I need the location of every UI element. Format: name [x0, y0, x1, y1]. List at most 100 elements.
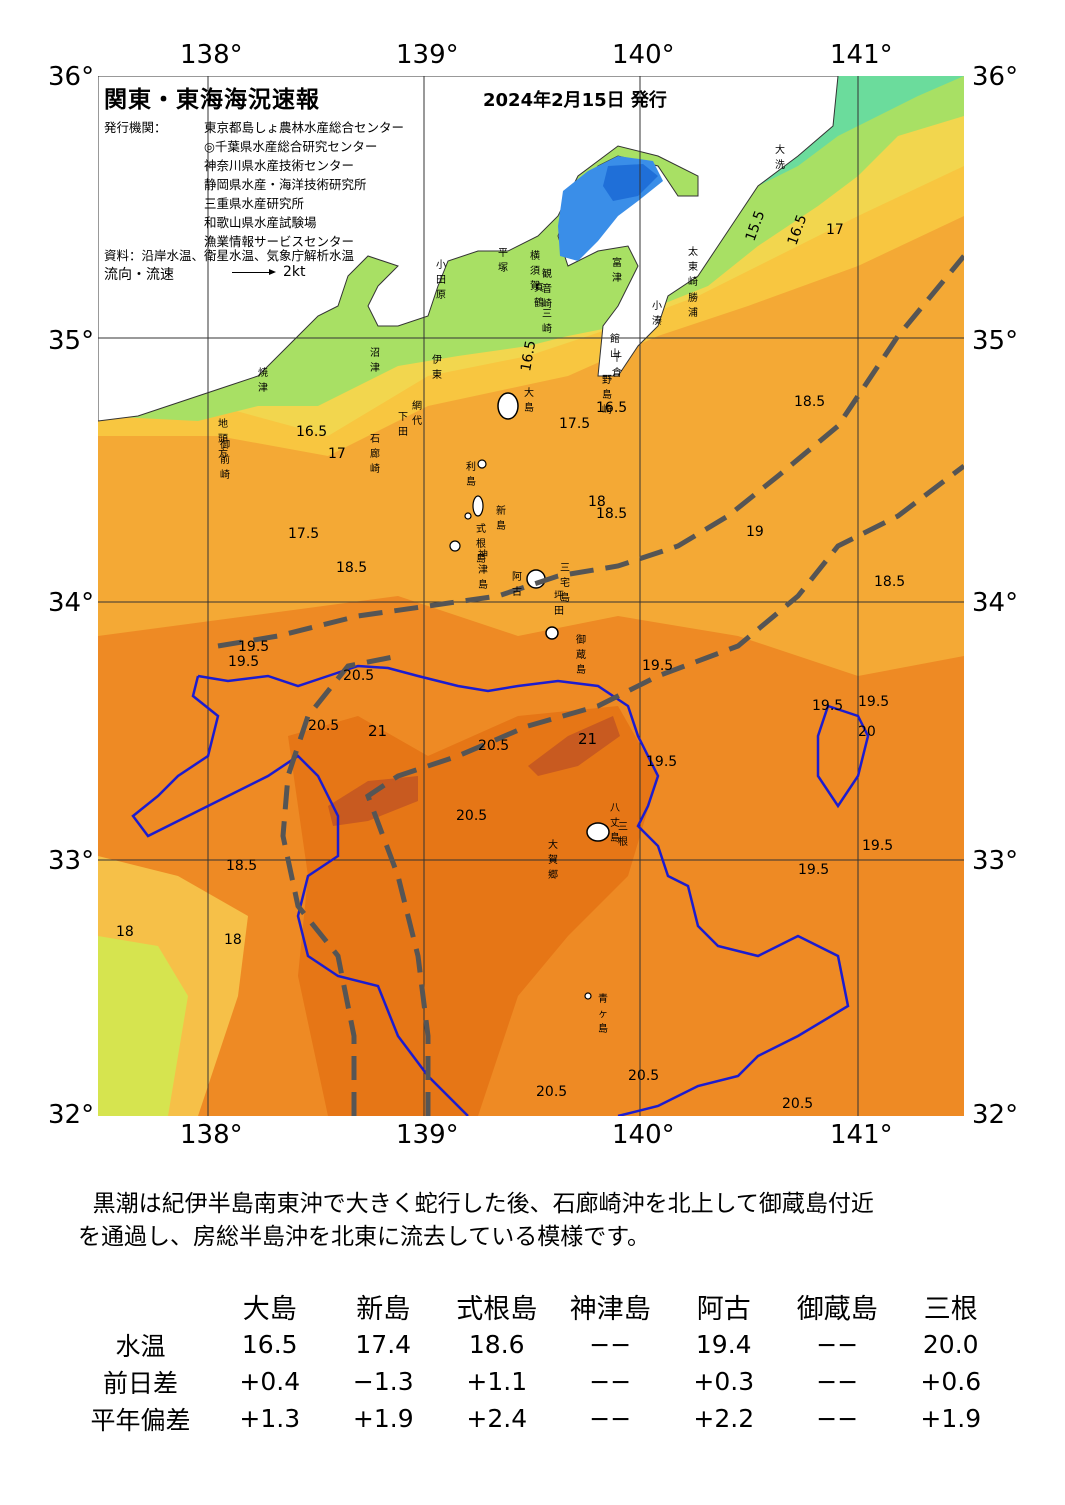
place-name: 平塚 — [498, 248, 508, 274]
isotherm-label: 18.5 — [596, 506, 627, 522]
column-header: 大島 — [242, 1293, 297, 1325]
table-cell: +2.4 — [466, 1404, 528, 1433]
island-oshima — [497, 392, 519, 420]
isotherm-label: 19 — [746, 524, 764, 540]
place-name: 大賀郷 — [548, 840, 558, 881]
table-corner — [68, 1286, 213, 1326]
table-row: 水温 16.5 17.4 18.6 −− 19.4 −− 20.0 — [68, 1326, 1008, 1363]
summary-line-2: を通過し、房総半島沖を北東に流去している模様です。 — [78, 1224, 651, 1250]
place-name: 式根島 — [476, 524, 486, 565]
place-name: 地頭方 — [218, 419, 228, 460]
lon-tick-141-bottom: 141° — [830, 1120, 893, 1150]
island-niijima — [472, 495, 484, 517]
island-toshima — [477, 459, 487, 469]
column-header: 新島 — [356, 1293, 411, 1325]
isotherm-label: 20.5 — [628, 1068, 659, 1084]
row-label: 前日差 — [102, 1368, 178, 1398]
place-name: 伊東 — [432, 355, 442, 381]
lat-tick-36-left: 36° — [48, 62, 95, 92]
place-name: 石廊崎 — [370, 434, 380, 475]
isotherm-label: 20.5 — [343, 668, 374, 684]
place-name: 下田 — [398, 412, 408, 438]
kuroshio-hot-spot-2 — [528, 716, 620, 776]
place-name: 三崎 — [542, 309, 552, 335]
isotherm-label: 19.5 — [238, 639, 269, 655]
isotherm-label: 18.5 — [874, 574, 905, 590]
isotherm-label: 20.5 — [456, 808, 487, 824]
sea-temperature-map: 15.5 16.5 17 16.5 16.5 17.5 16.5 17 17.5… — [98, 76, 964, 1116]
isotherm-label: 19.5 — [862, 838, 893, 854]
place-name: 坪田 — [554, 591, 564, 617]
table-cell: 19.4 — [695, 1330, 752, 1359]
table-cell: 20.0 — [922, 1330, 979, 1359]
isotherm-label: 18.5 — [226, 858, 257, 874]
lat-tick-35-right: 35° — [972, 326, 1019, 356]
isotherm-label: 18 — [224, 932, 242, 948]
isotherm-label: 18.5 — [336, 560, 367, 576]
graticule — [98, 76, 964, 1116]
column-header: 神津島 — [569, 1293, 651, 1325]
place-name: 三根 — [618, 822, 628, 848]
table-cell: −− — [816, 1367, 859, 1396]
place-name: 大島 — [524, 388, 534, 414]
column-header: 御蔵島 — [796, 1293, 878, 1325]
lat-tick-32-right: 32° — [972, 1100, 1019, 1130]
organization-item: 東京都島しょ農林水産総合センター — [204, 120, 405, 135]
column-header: 式根島 — [456, 1293, 538, 1325]
row-label: 水温 — [115, 1331, 166, 1361]
table-header-row: 大島 新島 式根島 神津島 阿古 御蔵島 三根 — [68, 1286, 1008, 1326]
tokyo-bay-inner — [603, 164, 658, 201]
table-cell: 17.4 — [355, 1330, 412, 1359]
isotherm-label: 20 — [858, 724, 876, 740]
place-name: 沼津 — [370, 348, 380, 374]
place-name: 太東崎 — [688, 247, 698, 288]
place-name: 野島崎 — [602, 375, 612, 416]
place-name: 館山 — [610, 334, 620, 360]
table-cell: −− — [816, 1330, 859, 1359]
kuroshio-hot-spot-1 — [328, 776, 418, 826]
lat-tick-36-right: 36° — [972, 62, 1019, 92]
cold-southwest — [98, 936, 188, 1116]
isotherm-label: 17.5 — [559, 416, 590, 432]
isotherm-label: 17.5 — [288, 526, 319, 542]
table-cell: +1.3 — [239, 1404, 301, 1433]
table-cell: −− — [589, 1404, 632, 1433]
place-name: 焼津 — [258, 368, 268, 394]
place-name: 千倉 — [612, 353, 622, 379]
isotherm-label: 19.5 — [642, 658, 673, 674]
table-cell: −− — [589, 1330, 632, 1359]
place-name: 御前崎 — [220, 440, 230, 481]
lon-tick-139-top: 139° — [396, 40, 459, 70]
table-cell: +1.1 — [466, 1367, 528, 1396]
summary-line-1-text: 黒潮は紀伊半島南東沖で大きく蛇行した後、石廊崎沖を北上して御蔵島付近 — [92, 1191, 874, 1217]
map-title: 関東・東海海況速報 — [104, 87, 320, 113]
flow-legend-label: 流向・流速 — [104, 267, 174, 283]
isotherm-label: 17 — [826, 222, 844, 238]
land-honshu — [98, 76, 839, 422]
table-cell: +2.2 — [693, 1404, 755, 1433]
isotherm-label: 19.5 — [812, 698, 843, 714]
island-shikinejima — [464, 512, 472, 520]
place-name: 大洗 — [775, 145, 785, 171]
table-row: 平年偏差 +1.3 +1.9 +2.4 −− +2.2 −− +1.9 — [68, 1400, 1008, 1437]
place-name: 阿古 — [512, 572, 522, 598]
table-cell: +0.3 — [693, 1367, 755, 1396]
lon-tick-140-top: 140° — [612, 40, 675, 70]
place-name: 勝浦 — [688, 293, 698, 319]
organization-item: ◎千葉県水産総合研究センター — [204, 139, 378, 154]
kuroshio-axis-south — [280, 464, 964, 1116]
data-source: 資料：沿岸水温、衛星水温、気象庁解析水温 — [104, 248, 355, 263]
lon-tick-139-bottom: 139° — [396, 1120, 459, 1150]
table-cell: +1.9 — [920, 1404, 982, 1433]
place-name: 網代 — [412, 401, 422, 427]
publisher-label: 発行機関： — [104, 120, 167, 135]
flow-speed-label: 2kt — [283, 264, 306, 280]
column-header: 阿古 — [696, 1293, 751, 1325]
place-name: 小湊 — [652, 301, 662, 327]
place-name: 富津 — [612, 258, 622, 284]
isotherm-label: 20.5 — [478, 738, 509, 754]
lon-tick-138-bottom: 138° — [180, 1120, 243, 1150]
lon-tick-138-top: 138° — [180, 40, 243, 70]
lat-tick-32-left: 32° — [48, 1100, 95, 1130]
summary-line-1: 黒潮は紀伊半島南東沖で大きく蛇行した後、石廊崎沖を北上して御蔵島付近 — [78, 1188, 998, 1221]
